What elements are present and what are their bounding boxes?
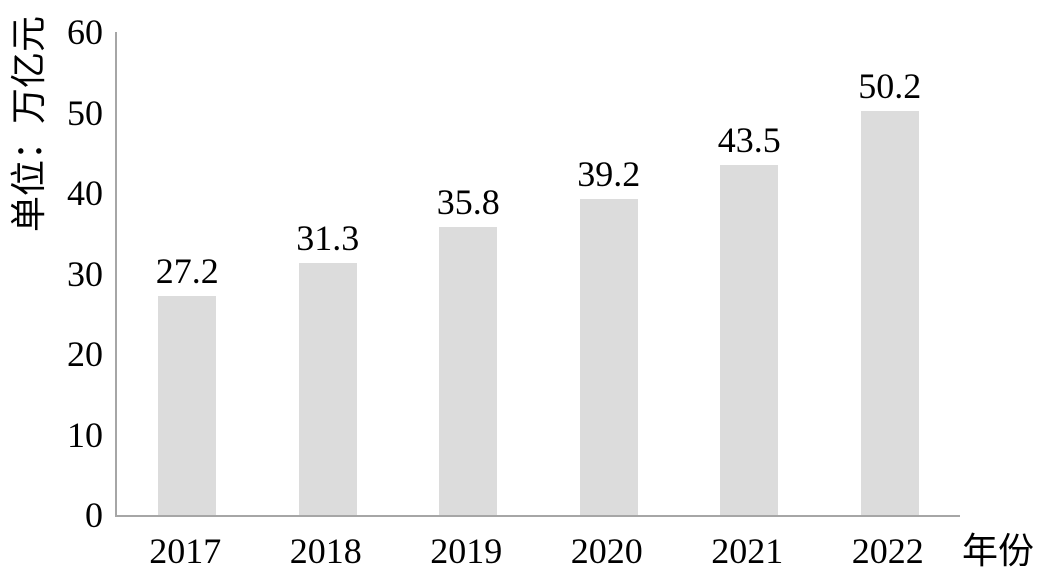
bar-2019 bbox=[439, 226, 498, 515]
bar-2017 bbox=[158, 296, 217, 515]
bar-group-2022: 50.2 bbox=[820, 32, 961, 515]
bar-2018 bbox=[298, 263, 357, 515]
x-tick-label: 2022 bbox=[851, 531, 924, 571]
y-tick-label: 0 bbox=[85, 495, 103, 535]
bar-group-2019: 35.8 bbox=[398, 32, 539, 515]
bar-2022 bbox=[860, 110, 919, 515]
bar-2021 bbox=[720, 164, 779, 515]
x-tick-label: 2019 bbox=[430, 531, 503, 571]
x-axis-tick-labels: 2017 2018 2019 2020 2021 2022 bbox=[115, 531, 958, 571]
bar-value-label: 39.2 bbox=[577, 154, 641, 195]
y-tick-label: 20 bbox=[67, 334, 103, 374]
y-axis-tick-labels: 60 50 40 30 20 10 0 bbox=[0, 12, 103, 535]
y-tick-label: 10 bbox=[67, 414, 103, 455]
y-tick-label: 40 bbox=[67, 173, 103, 213]
x-tick-label: 2020 bbox=[570, 531, 643, 571]
y-tick-label: 30 bbox=[67, 253, 103, 294]
x-axis-title: 年份 bbox=[962, 531, 1035, 571]
x-tick-label: 2021 bbox=[711, 531, 784, 571]
bar-value-label: 43.5 bbox=[717, 119, 781, 160]
bar-group-2018: 31.3 bbox=[258, 32, 399, 515]
y-tick-label: 60 bbox=[67, 12, 103, 52]
bar-value-label: 35.8 bbox=[436, 181, 500, 222]
bar-2020 bbox=[579, 199, 638, 515]
y-tick-label: 50 bbox=[67, 92, 103, 133]
bar-group-2021: 43.5 bbox=[679, 32, 820, 515]
bar-value-label: 27.2 bbox=[155, 251, 219, 292]
plot-area: 27.2 31.3 35.8 39.2 43.5 50.2 bbox=[115, 32, 960, 517]
bar-value-label: 50.2 bbox=[858, 65, 922, 106]
bar-value-label: 31.3 bbox=[296, 218, 360, 259]
x-tick-label: 2018 bbox=[289, 531, 362, 571]
bar-group-2020: 39.2 bbox=[539, 32, 680, 515]
bar-group-2017: 27.2 bbox=[117, 32, 258, 515]
x-tick-label: 2017 bbox=[149, 531, 222, 571]
